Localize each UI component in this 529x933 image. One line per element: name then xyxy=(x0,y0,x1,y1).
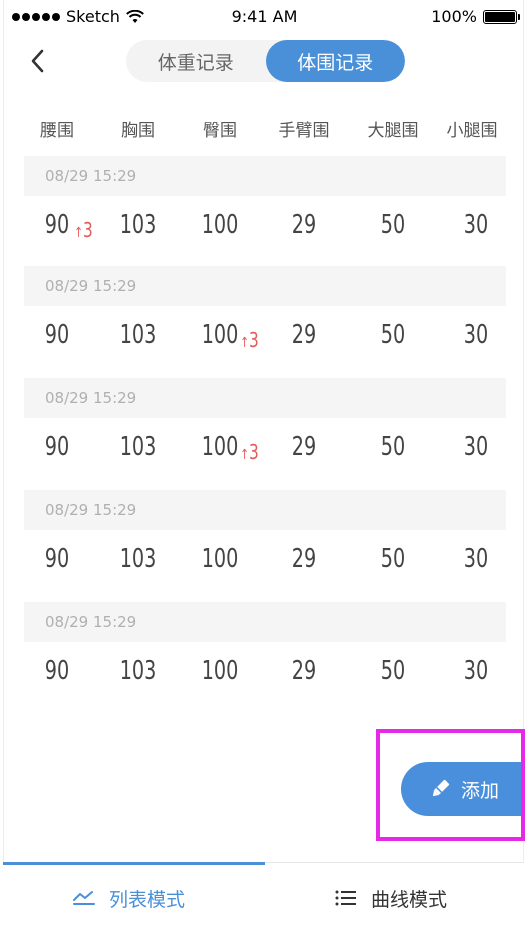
tab-curve-mode[interactable]: 曲线模式 xyxy=(335,863,447,933)
record-value: 30 xyxy=(463,320,489,350)
pencil-icon xyxy=(432,779,450,797)
record-value: 50 xyxy=(380,320,406,350)
record-value: 30 xyxy=(463,432,489,462)
record-value: 100 xyxy=(201,432,239,462)
record-row[interactable]: 08/29 15:29 90 103 100 29 50 30 xyxy=(24,490,506,602)
col-calf: 小腿围 xyxy=(446,121,498,141)
record-value: 100 xyxy=(201,656,239,686)
record-row[interactable]: 08/29 15:29 90 103 100 ↑3 29 50 30 xyxy=(24,378,506,490)
record-delta: ↑3 xyxy=(240,440,259,464)
up-arrow-icon: ↑ xyxy=(240,335,249,351)
record-datetime: 08/29 15:29 xyxy=(24,378,506,418)
col-thigh: 大腿围 xyxy=(367,121,419,141)
tab-weight-record[interactable]: 体重记录 xyxy=(157,51,234,74)
record-value: 30 xyxy=(463,544,489,574)
record-row[interactable]: 08/29 15:29 90 103 100 29 50 30 xyxy=(24,602,506,714)
add-button[interactable]: 添加 xyxy=(401,762,521,816)
tab-list-mode[interactable]: 列表模式 xyxy=(73,863,185,933)
record-delta: ↑3 xyxy=(74,218,93,242)
record-datetime: 08/29 15:29 xyxy=(24,266,506,306)
record-value: 30 xyxy=(463,210,489,240)
record-value: 50 xyxy=(380,544,406,574)
record-values: 90 103 100 ↑3 29 50 30 xyxy=(24,418,506,490)
record-type-tabs: 体重记录 体围记录 xyxy=(126,40,405,82)
record-values: 90 ↑3 103 100 29 50 30 xyxy=(24,196,506,268)
record-value: 90 xyxy=(44,544,70,574)
col-waist: 腰围 xyxy=(40,121,74,141)
record-values: 90 103 100 ↑3 29 50 30 xyxy=(24,306,506,378)
record-datetime: 08/29 15:29 xyxy=(24,490,506,530)
active-tab-indicator xyxy=(3,862,265,865)
record-value: 103 xyxy=(119,210,157,240)
list-chart-icon xyxy=(73,891,95,905)
record-values: 90 103 100 29 50 30 xyxy=(24,642,506,714)
record-datetime: 08/29 15:29 xyxy=(24,602,506,642)
record-delta-value: 3 xyxy=(82,218,93,242)
record-datetime: 08/29 15:29 xyxy=(24,156,506,196)
bottom-tabbar: 列表模式 曲线模式 xyxy=(3,862,524,933)
tab-girth-record[interactable]: 体围记录 xyxy=(265,40,405,82)
record-delta-value: 3 xyxy=(248,440,259,464)
status-bar: Sketch 9:41 AM 100% xyxy=(0,0,529,34)
col-hip: 臀围 xyxy=(203,121,237,141)
wifi-icon xyxy=(126,9,144,23)
up-arrow-icon: ↑ xyxy=(240,447,249,463)
record-value: 50 xyxy=(380,656,406,686)
tab-curve-label: 曲线模式 xyxy=(371,888,448,911)
battery-icon xyxy=(483,9,520,24)
up-arrow-icon: ↑ xyxy=(74,225,83,241)
record-value: 90 xyxy=(44,210,70,240)
record-value: 103 xyxy=(119,432,157,462)
col-arm: 手臂围 xyxy=(278,121,330,141)
record-value: 103 xyxy=(119,320,157,350)
record-delta: ↑3 xyxy=(240,328,259,352)
record-value: 29 xyxy=(291,656,317,686)
record-value: 90 xyxy=(44,432,70,462)
highlight-box xyxy=(376,729,525,841)
record-value: 50 xyxy=(380,210,406,240)
record-row[interactable]: 08/29 15:29 90 ↑3 103 100 29 50 30 xyxy=(24,156,506,268)
record-value: 100 xyxy=(201,320,239,350)
carrier-label: Sketch xyxy=(66,7,120,26)
record-value: 29 xyxy=(291,432,317,462)
record-value: 103 xyxy=(119,656,157,686)
record-value: 103 xyxy=(119,544,157,574)
record-value: 90 xyxy=(44,320,70,350)
record-delta-value: 3 xyxy=(248,328,259,352)
back-chevron-icon[interactable] xyxy=(26,46,50,76)
signal-dots-icon xyxy=(12,12,60,21)
record-value: 30 xyxy=(463,656,489,686)
record-row[interactable]: 08/29 15:29 90 103 100 ↑3 29 50 30 xyxy=(24,266,506,378)
status-time: 9:41 AM xyxy=(231,7,298,26)
col-chest: 胸围 xyxy=(121,121,155,141)
tab-list-label: 列表模式 xyxy=(109,888,186,911)
record-value: 90 xyxy=(44,656,70,686)
record-value: 29 xyxy=(291,320,317,350)
battery-percent: 100% xyxy=(431,7,477,26)
record-value: 100 xyxy=(201,210,239,240)
record-value: 100 xyxy=(201,544,239,574)
record-value: 29 xyxy=(291,210,317,240)
add-button-label: 添加 xyxy=(461,779,500,802)
column-headers: 腰围 胸围 臀围 手臂围 大腿围 小腿围 xyxy=(24,116,506,144)
record-values: 90 103 100 29 50 30 xyxy=(24,530,506,602)
record-value: 50 xyxy=(380,432,406,462)
list-lines-icon xyxy=(335,890,356,906)
record-value: 29 xyxy=(291,544,317,574)
